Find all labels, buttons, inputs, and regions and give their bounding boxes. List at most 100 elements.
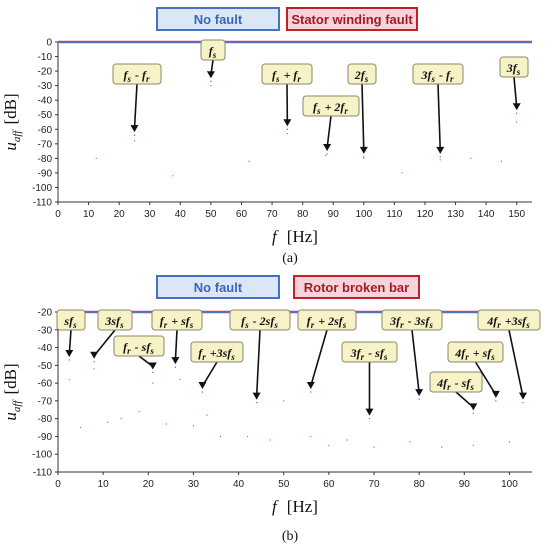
x-tick-label: 20 — [143, 479, 155, 490]
annotation-arrow — [174, 329, 178, 362]
peak-point — [326, 153, 328, 155]
peak-point — [324, 154, 327, 157]
annotation-label: fr +3sfs — [198, 346, 236, 362]
annotation-label: fr - sfs — [123, 340, 155, 356]
peak-point — [470, 157, 472, 159]
annotation-label: fs - fr — [123, 68, 150, 84]
x-tick-label: 90 — [459, 479, 471, 490]
annotation-label: 4fr + sfs — [454, 346, 496, 362]
peak-point — [206, 414, 208, 416]
y-tick-label: 0 — [46, 38, 52, 49]
y-tick-label: -90 — [38, 432, 53, 443]
y-tick-label: -110 — [33, 468, 53, 479]
annotation-arrow — [93, 329, 116, 357]
y-tick-label: -50 — [38, 361, 53, 372]
annotation-label: 3fr - sfs — [350, 346, 389, 362]
y-tick-label: -80 — [38, 154, 53, 165]
arrow-head — [252, 392, 261, 400]
arrow-head — [518, 392, 527, 400]
x-tick-label: 30 — [188, 479, 200, 490]
x-tick-label: 60 — [236, 209, 248, 220]
annotation-arrow — [513, 76, 518, 108]
y-tick-label: -30 — [38, 81, 53, 92]
peak-point — [219, 435, 222, 438]
y-tick-label: -90 — [38, 168, 53, 179]
peak-point — [152, 382, 154, 384]
peak-point — [516, 121, 518, 123]
arrow-head — [415, 389, 424, 397]
annotation-label: 2fs — [354, 68, 370, 84]
x-tick-label: 130 — [447, 209, 464, 220]
x-axis-label: f [Hz] — [272, 497, 318, 516]
annotation-label: fs + fr — [272, 68, 302, 84]
arrow-head — [436, 146, 445, 154]
x-tick-label: 80 — [414, 479, 426, 490]
annotation-box — [297, 309, 357, 331]
annotation-box — [499, 56, 529, 78]
x-tick-label: 0 — [55, 209, 61, 220]
peak-point — [68, 378, 70, 381]
x-tick-label: 70 — [267, 209, 279, 220]
annotation-box — [151, 309, 203, 331]
x-tick-label: 10 — [98, 479, 110, 490]
peak-point — [256, 402, 258, 404]
annotation-arrow — [508, 329, 524, 397]
peak-point — [373, 446, 375, 448]
peak-point — [269, 439, 271, 441]
y-tick-label: -50 — [38, 110, 53, 121]
arrow-head — [323, 144, 332, 151]
panel-caption: (a) — [282, 251, 298, 266]
annotation-arrow — [310, 329, 328, 387]
peak-point — [201, 391, 204, 393]
x-axis-label: f [Hz] — [272, 227, 318, 246]
y-tick-label: -60 — [38, 125, 53, 136]
peak-point — [363, 157, 365, 159]
peak-point — [310, 391, 312, 393]
peak-point — [247, 435, 249, 438]
y-tick-label: -20 — [38, 67, 53, 78]
y-tick-label: -40 — [38, 343, 53, 354]
annotation-label: 4fr - sfs — [436, 376, 475, 392]
peak-point — [283, 400, 285, 402]
chart-panel-a: No fault Stator winding fault 0 -10 -20 -30 -4… — [1, 7, 532, 266]
y-tick-label: -110 — [33, 198, 53, 209]
annotation-box — [381, 309, 443, 331]
peak-point — [79, 426, 82, 429]
peak-point — [165, 423, 167, 425]
x-tick-label: 10 — [83, 209, 95, 220]
arrow-head — [198, 382, 207, 389]
annotation-box — [112, 63, 162, 85]
peak-point — [174, 366, 176, 368]
panel-caption: (b) — [282, 529, 299, 544]
annotation-label: fs + 2fr — [313, 100, 349, 116]
annotation-box — [429, 371, 483, 393]
x-tick-label: 70 — [368, 479, 380, 490]
annotation-label: fs — [209, 44, 218, 60]
arrow-head — [206, 71, 215, 79]
x-tick-label: 110 — [386, 209, 402, 220]
annotation-box — [229, 309, 291, 331]
y-tick-label: -10 — [38, 52, 53, 63]
x-tick-label: 40 — [233, 479, 245, 490]
annotation-box — [56, 309, 86, 331]
peak-point — [152, 371, 154, 374]
peak-point — [68, 359, 70, 361]
peak-point — [363, 156, 365, 158]
peak-point — [409, 441, 411, 443]
annotation-box — [97, 309, 133, 331]
x-tick-label: 60 — [323, 479, 335, 490]
annotation-arrow — [411, 329, 420, 394]
annotation-label: fs - 2sfs — [241, 314, 279, 330]
peak-point — [138, 410, 140, 413]
legend-entry-red — [286, 7, 418, 31]
y-tick-label: -100 — [32, 183, 52, 194]
y-tick-label: -60 — [38, 379, 53, 390]
x-tick-label: 0 — [55, 479, 61, 490]
peak-point — [472, 412, 474, 414]
peak-point — [516, 112, 518, 114]
legend-label: Rotor broken bar — [304, 280, 409, 295]
y-tick-label: -40 — [38, 96, 53, 107]
arrow-head — [359, 146, 368, 154]
y-axis-label: uaff[dB] — [1, 363, 23, 420]
peak-point — [172, 175, 174, 177]
